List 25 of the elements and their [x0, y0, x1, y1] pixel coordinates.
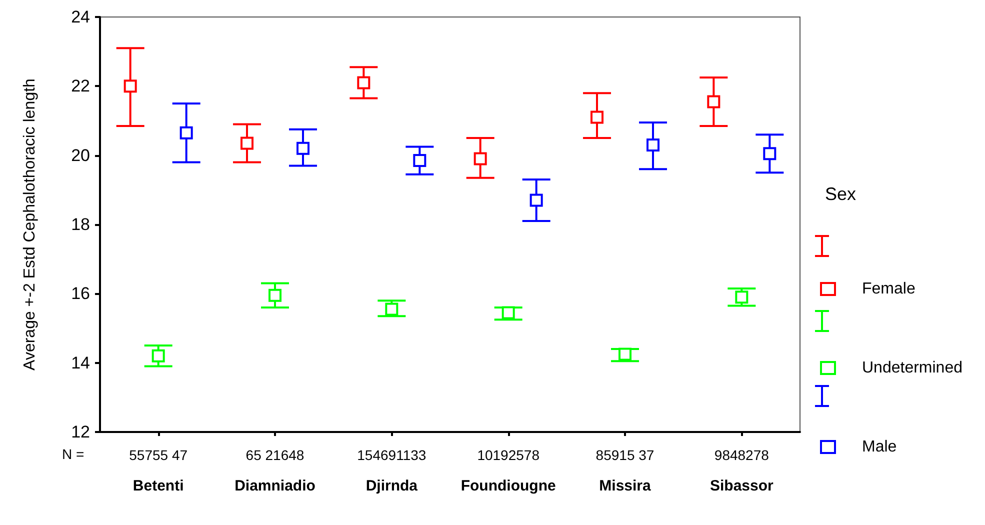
x-tick-label: Sibassor [710, 478, 774, 494]
y-tick-label: 20 [71, 146, 90, 165]
y-tick-label: 18 [71, 215, 90, 234]
text: N = [62, 446, 84, 462]
annotation: 65 21648 [246, 447, 304, 463]
x-tick-label: Missira [599, 478, 652, 494]
annotation: 55755 47 [129, 447, 188, 463]
x-tick-label: Foundiougne [460, 478, 556, 494]
y-tick-label: 12 [71, 422, 90, 442]
x-tick-label: Diamniadio [234, 478, 316, 494]
legend-label: Male [862, 438, 897, 456]
legend-label: Undetermined [862, 360, 962, 376]
legend-label: Female [862, 280, 916, 298]
legend-title: Sex [825, 184, 856, 204]
y-tick-label: 24 [71, 8, 90, 26]
annotation: 10192578 [477, 447, 540, 463]
x-tick-label: Betenti [132, 478, 184, 494]
x-tick-label: Djirnda [366, 478, 418, 494]
annotation: 85915 37 [596, 447, 654, 463]
y-tick-label: 14 [71, 353, 90, 372]
y-tick-label: 16 [71, 284, 90, 304]
annotation: 154691133 [357, 447, 426, 463]
annotation: 9848278 [714, 447, 770, 463]
y-tick-label: 22 [71, 76, 90, 96]
y-axis-title: Average +-2 Estd Cephalothoracic length [22, 78, 38, 370]
